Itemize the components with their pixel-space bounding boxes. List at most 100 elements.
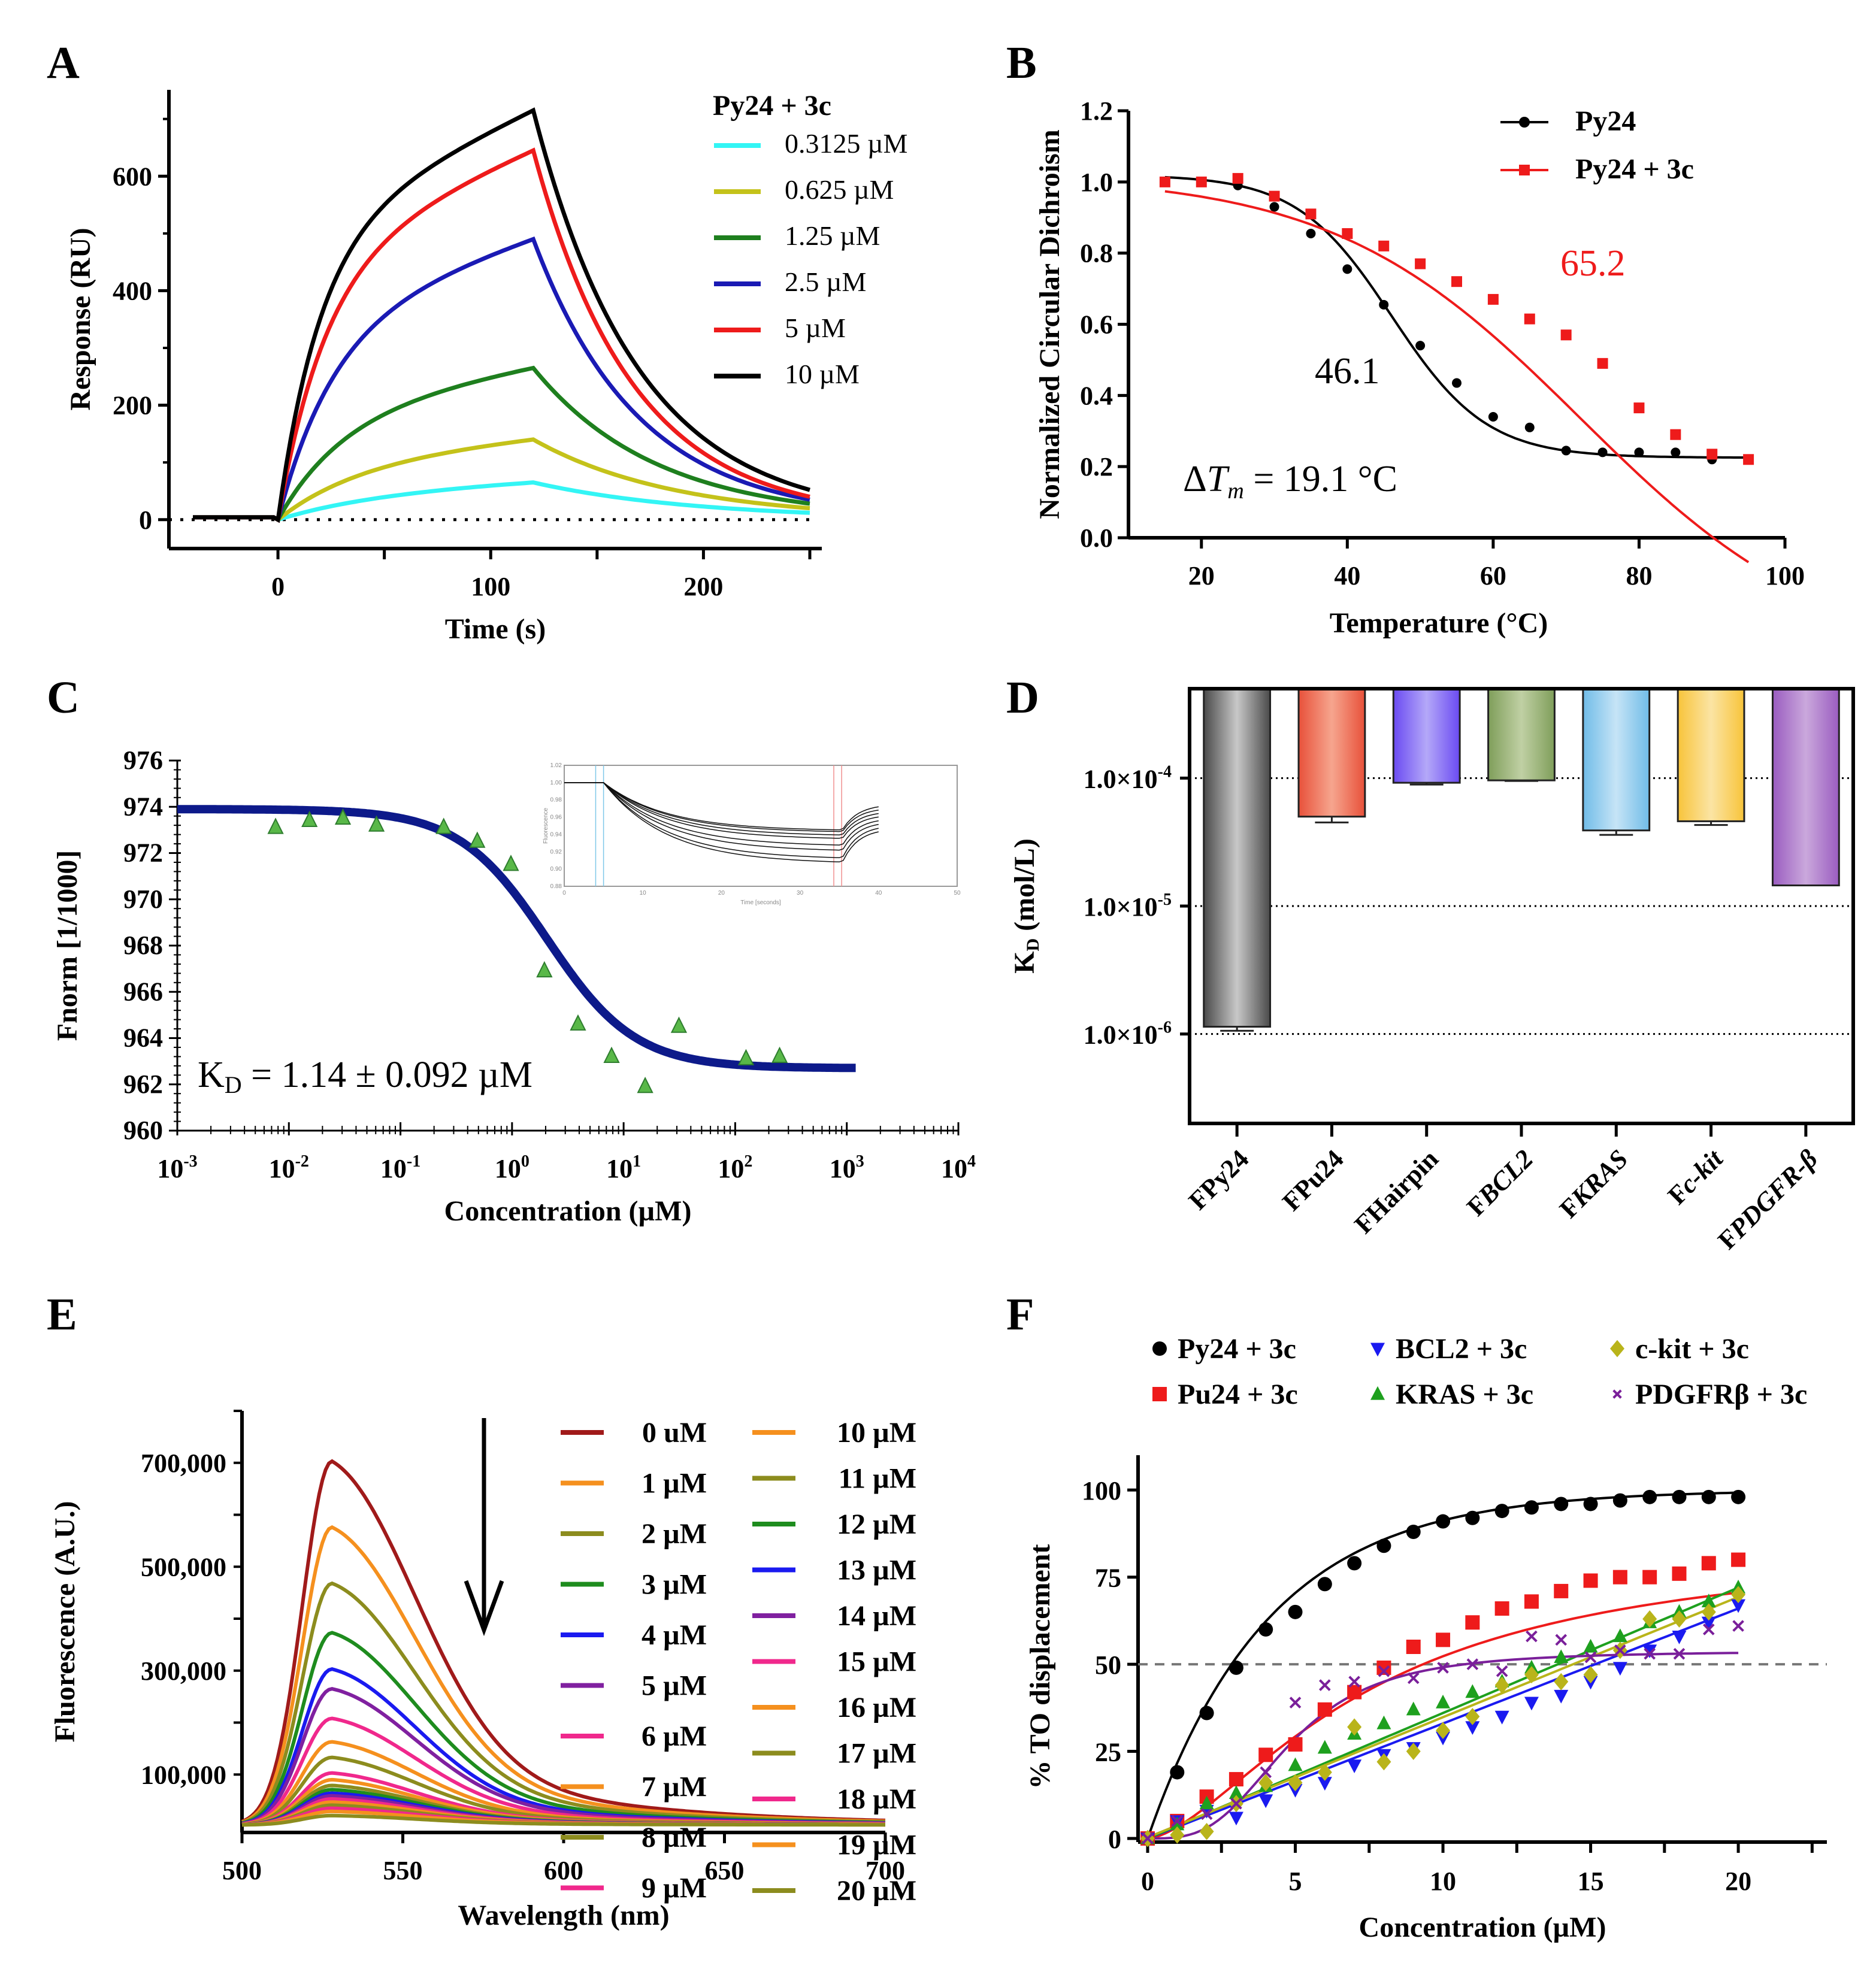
x-tick-label: 80	[1626, 561, 1652, 590]
y-tick-label: 300,000	[141, 1656, 226, 1686]
data-point	[1560, 329, 1572, 341]
x-tick-label-exp: 3	[856, 1152, 864, 1171]
legend-marker	[1519, 165, 1530, 175]
data-point	[1465, 1510, 1480, 1525]
data-point	[1584, 1651, 1597, 1664]
legend-label: 0 uM	[642, 1417, 707, 1449]
x-tick-label: 650	[705, 1856, 745, 1885]
data-point	[1465, 1707, 1480, 1725]
data-point-stroke	[1260, 1766, 1272, 1779]
panel-f-to-displacement: 0 25 50 75 100 0 5 10 15 20 Concentration (µM) % TO…	[1024, 1333, 1827, 1943]
x-tick-label-base: 10	[941, 1154, 967, 1183]
x-tick-label: Fc-kit	[1662, 1143, 1729, 1210]
legend-label: Py24 + 3c	[1575, 153, 1694, 185]
inset-trace	[564, 782, 879, 835]
y-tick-label: 974	[123, 792, 163, 821]
data-point	[1258, 1622, 1273, 1637]
x-tick-label: 100	[471, 572, 510, 601]
data-point	[1494, 1504, 1509, 1519]
x-tick-label-base: 10	[495, 1154, 521, 1183]
y-tick-label: 100,000	[141, 1760, 226, 1789]
data-point	[1524, 1697, 1539, 1711]
data-point	[1524, 1666, 1539, 1683]
legend-marker	[1370, 1386, 1385, 1400]
x-tick-label-part: Hairpin	[1360, 1144, 1444, 1228]
data-point	[1258, 1747, 1273, 1762]
data-point-stroke	[1200, 1808, 1213, 1820]
y-axis-title-part: K	[1009, 951, 1040, 973]
legend-label: PDGFRβ + 3c	[1635, 1379, 1807, 1410]
data-point	[1288, 1604, 1303, 1619]
legend-label: 7 µM	[642, 1771, 707, 1803]
data-point-stroke	[1644, 1647, 1656, 1660]
data-point	[1170, 1826, 1185, 1844]
data-point	[1633, 402, 1645, 414]
data-point	[1260, 1766, 1272, 1779]
y-tick-label: 200	[113, 391, 152, 420]
inset-y-tick: 0.90	[550, 866, 562, 873]
legend-label: 1.25 µM	[785, 220, 880, 251]
legend-label: 16 µM	[837, 1692, 916, 1723]
y-tick-label: 0.6	[1080, 310, 1113, 340]
x-tick-label: 0	[271, 572, 285, 601]
y-tick-label: 0.0	[1080, 523, 1113, 553]
data-point	[1612, 1628, 1627, 1643]
inset-x-tick: 50	[954, 890, 961, 896]
data-point	[1731, 1599, 1746, 1613]
data-point	[1672, 1610, 1687, 1628]
data-point-stroke	[1526, 1630, 1538, 1643]
data-point-stroke	[1319, 1679, 1331, 1691]
bar-py24	[1203, 687, 1272, 1028]
x-tick-label: FKRAS	[1554, 1144, 1633, 1223]
x-tick-label: FBCL2	[1461, 1144, 1539, 1222]
legend-marker	[1370, 1343, 1385, 1357]
legend-label: Py24 + 3c	[1178, 1333, 1296, 1365]
data-point	[301, 810, 318, 828]
x-tick-label: 10-1	[380, 1152, 420, 1183]
data-point	[1465, 1615, 1480, 1630]
x-tick-label-base: 10	[718, 1154, 744, 1183]
x-axis-title: Concentration (µM)	[444, 1195, 692, 1227]
x-tick-label: 60	[1480, 561, 1506, 590]
fit-curve-4	[1147, 1595, 1739, 1839]
legend-label: BCL2 + 3c	[1396, 1333, 1527, 1365]
data-point	[1347, 1556, 1362, 1571]
data-point	[1437, 1662, 1449, 1674]
legend-label: 5 µM	[785, 313, 846, 343]
data-point-stroke	[1378, 1665, 1390, 1677]
spectrum-line-0	[241, 1459, 886, 1823]
data-point	[1196, 176, 1207, 187]
legend-label: 0.3125 µM	[785, 128, 907, 159]
y-tick-label: 0.4	[1080, 381, 1113, 410]
data-point	[1555, 1634, 1568, 1646]
data-point	[1269, 202, 1279, 212]
data-point	[1561, 446, 1571, 456]
data-point	[1672, 1566, 1687, 1581]
inset-raw-traces: 0.88 0.90 0.92 0.94 0.96 0.98 1.00 1.02 0 10 20 30 4…	[543, 762, 961, 906]
x-tick-label: 102	[718, 1152, 752, 1183]
y-tick-label: 75	[1095, 1564, 1121, 1593]
data-point	[1642, 1489, 1657, 1504]
data-point	[1436, 1722, 1451, 1740]
data-point	[503, 855, 519, 871]
bar-bcl2	[1487, 687, 1556, 781]
inset-y-tick: 0.92	[550, 849, 562, 855]
data-point	[1406, 1640, 1421, 1654]
data-point	[1269, 190, 1280, 202]
inset-y-tick: 0.88	[550, 883, 562, 890]
data-point-stroke	[1142, 1832, 1154, 1844]
data-point	[1229, 1772, 1243, 1787]
data-point	[1415, 258, 1426, 269]
y-tick-label: 1.0	[1080, 168, 1113, 197]
sensorgram-line-1	[193, 437, 810, 522]
data-point	[1701, 1594, 1716, 1607]
data-point	[1230, 1798, 1242, 1810]
x-axis-title: Concentration (µM)	[1359, 1912, 1606, 1943]
data-point	[1305, 208, 1317, 220]
x-tick-label-exp: 1	[633, 1152, 641, 1171]
inset-x-tick: 30	[797, 890, 804, 896]
fit-curve-1	[1147, 1591, 1739, 1840]
kd-annotation-part: D	[225, 1071, 242, 1098]
legend-label: 2 µM	[642, 1518, 707, 1550]
